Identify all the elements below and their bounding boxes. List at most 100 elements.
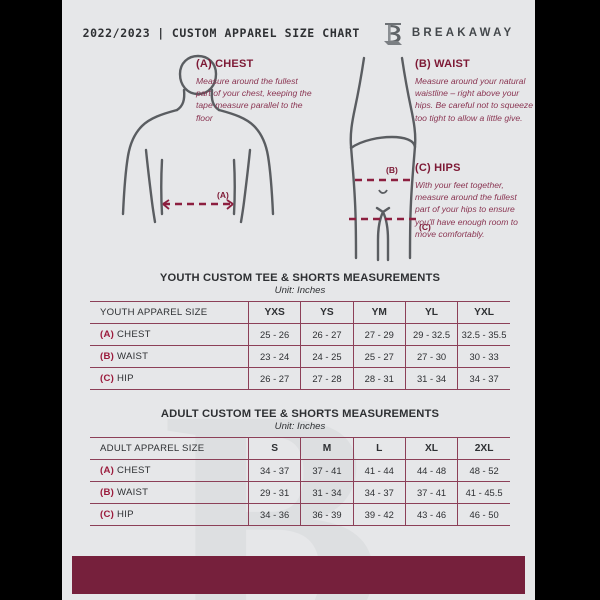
table-row: (C) HIP 26 - 27 27 - 28 28 - 31 31 - 34 …	[90, 367, 510, 390]
hips-caption: (C) HIPS With your feet together, measur…	[415, 162, 533, 240]
chest-marker-label: (A)	[217, 190, 229, 200]
upper-body-silhouette	[121, 54, 275, 224]
youth-cell-1-1: 24 - 25	[300, 345, 354, 368]
page-header: 2022/2023 | CUSTOM APPAREL SIZE CHART BR…	[62, 18, 535, 48]
adult-row-0-tag: (A)	[100, 465, 115, 476]
waist-caption-heading: (B) WAIST	[415, 58, 470, 70]
youth-cell-1-2: 25 - 27	[353, 345, 406, 368]
table-row: (A) CHEST 34 - 37 37 - 41 41 - 44 44 - 4…	[90, 459, 510, 482]
hips-caption-heading: (C) HIPS	[415, 162, 461, 174]
youth-row-0-name: CHEST	[117, 329, 151, 340]
youth-row-2-tag: (C)	[100, 373, 115, 384]
adult-cell-0-4: 48 - 52	[457, 459, 510, 482]
adult-cell-1-0: 29 - 31	[248, 481, 302, 504]
adult-cell-1-4: 41 - 45.5	[457, 481, 510, 504]
youth-cell-2-3: 31 - 34	[405, 367, 459, 390]
adult-table-unit: Unit: Inches	[274, 421, 326, 432]
body-silhouettes	[121, 54, 418, 262]
youth-size-table: YOUTH APPAREL SIZE YXS YS YM YL YXL (A) …	[90, 301, 510, 390]
youth-col-0: YXS	[248, 301, 302, 324]
youth-cell-2-4: 34 - 37	[457, 367, 510, 390]
chest-caption-body: Measure around the fullest part of your …	[196, 76, 312, 123]
adult-col-3: XL	[405, 437, 459, 460]
youth-cell-1-4: 30 - 33	[457, 345, 510, 368]
youth-row-1-name: WAIST	[117, 351, 149, 362]
navel-mark	[378, 189, 388, 194]
adult-size-table: ADULT APPAREL SIZE S M L XL 2XL (A) CHES…	[90, 437, 510, 526]
measurement-diagram: (A) (B) (C) (A) CHEST Measure around the…	[62, 52, 535, 270]
adult-cell-0-2: 41 - 44	[353, 459, 406, 482]
size-chart-page: B 2022/2023 | CUSTOM APPAREL SIZE CHART …	[62, 0, 535, 600]
youth-row-1-tag: (B)	[100, 351, 115, 362]
adult-row-0-label: (A) CHEST	[90, 459, 249, 482]
adult-row-header-label: ADULT APPAREL SIZE	[90, 437, 249, 460]
youth-row-2-name: HIP	[117, 373, 134, 384]
lower-body-silhouette	[349, 56, 417, 262]
adult-col-1: M	[300, 437, 354, 460]
adult-cell-1-1: 31 - 34	[300, 481, 354, 504]
chest-caption: (A) CHEST Measure around the fullest par…	[196, 58, 314, 124]
youth-cell-1-0: 23 - 24	[248, 345, 302, 368]
adult-row-0-name: CHEST	[117, 465, 151, 476]
youth-row-header-label: YOUTH APPAREL SIZE	[90, 301, 249, 324]
adult-cell-2-0: 34 - 36	[248, 503, 302, 526]
youth-cell-2-0: 26 - 27	[248, 367, 302, 390]
adult-cell-2-1: 36 - 39	[300, 503, 354, 526]
adult-col-2: L	[353, 437, 406, 460]
adult-col-0: S	[248, 437, 302, 460]
youth-cell-0-1: 26 - 27	[300, 323, 354, 346]
adult-col-4: 2XL	[457, 437, 510, 460]
page-title: CUSTOM APPAREL SIZE CHART	[171, 26, 360, 40]
adult-cell-1-2: 34 - 37	[353, 481, 406, 504]
hip-marker-label: (C)	[419, 222, 431, 232]
youth-row-1-label: (B) WAIST	[90, 345, 249, 368]
youth-cell-2-1: 27 - 28	[300, 367, 354, 390]
adult-row-2-tag: (C)	[100, 509, 115, 520]
adult-row-1-name: WAIST	[117, 487, 149, 498]
adult-row-1-tag: (B)	[100, 487, 115, 498]
youth-col-1: YS	[300, 301, 354, 324]
youth-col-2: YM	[353, 301, 406, 324]
adult-cell-0-1: 37 - 41	[300, 459, 354, 482]
youth-measurements-section: YOUTH CUSTOM TEE & SHORTS MEASUREMENTS U…	[90, 272, 510, 390]
header-season: 2022/2023	[82, 26, 151, 40]
youth-cell-1-3: 27 - 30	[405, 345, 459, 368]
youth-cell-0-4: 32.5 - 35.5	[457, 323, 510, 346]
table-row: (B) WAIST 29 - 31 31 - 34 34 - 37 37 - 4…	[90, 481, 510, 504]
table-row: (B) WAIST 23 - 24 24 - 25 25 - 27 27 - 3…	[90, 345, 510, 368]
youth-col-3: YL	[405, 301, 459, 324]
youth-cell-0-2: 27 - 29	[353, 323, 406, 346]
adult-measurements-section: ADULT CUSTOM TEE & SHORTS MEASUREMENTS U…	[90, 408, 510, 526]
youth-cell-2-2: 28 - 31	[353, 367, 406, 390]
brand-logo: BREAKAWAY	[382, 20, 515, 46]
adult-cell-0-3: 44 - 48	[405, 459, 459, 482]
adult-row-2-label: (C) HIP	[90, 503, 249, 526]
adult-cell-2-4: 46 - 50	[457, 503, 510, 526]
youth-col-4: YXL	[457, 301, 510, 324]
footer-accent-bar	[72, 556, 525, 594]
adult-cell-1-3: 37 - 41	[405, 481, 459, 504]
youth-row-2-label: (C) HIP	[90, 367, 249, 390]
youth-row-0-label: (A) CHEST	[90, 323, 249, 346]
table-row: (C) HIP 34 - 36 36 - 39 39 - 42 43 - 46 …	[90, 503, 510, 526]
table-header-row: YOUTH APPAREL SIZE YXS YS YM YL YXL	[90, 301, 510, 324]
youth-table-unit: Unit: Inches	[274, 285, 326, 296]
table-header-row: ADULT APPAREL SIZE S M L XL 2XL	[90, 437, 510, 460]
adult-row-1-label: (B) WAIST	[90, 481, 249, 504]
chest-caption-heading: (A) CHEST	[196, 58, 254, 70]
hips-caption-body: With your feet together, measure around …	[415, 180, 518, 239]
youth-cell-0-0: 25 - 26	[248, 323, 302, 346]
youth-row-0-tag: (A)	[100, 329, 115, 340]
adult-cell-2-3: 43 - 46	[405, 503, 459, 526]
table-row: (A) CHEST 25 - 26 26 - 27 27 - 29 29 - 3…	[90, 323, 510, 346]
youth-table-title: YOUTH CUSTOM TEE & SHORTS MEASUREMENTS	[159, 272, 441, 284]
waist-caption: (B) WAIST Measure around your natural wa…	[415, 58, 533, 124]
adult-cell-0-0: 34 - 37	[248, 459, 302, 482]
waist-caption-body: Measure around your natural waistline – …	[415, 76, 534, 123]
header-separator: |	[157, 26, 165, 40]
adult-table-title: ADULT CUSTOM TEE & SHORTS MEASUREMENTS	[160, 408, 440, 420]
youth-cell-0-3: 29 - 32.5	[405, 323, 459, 346]
adult-cell-2-2: 39 - 42	[353, 503, 406, 526]
breakaway-b-monogram-icon	[383, 23, 402, 45]
adult-row-2-name: HIP	[117, 509, 134, 520]
